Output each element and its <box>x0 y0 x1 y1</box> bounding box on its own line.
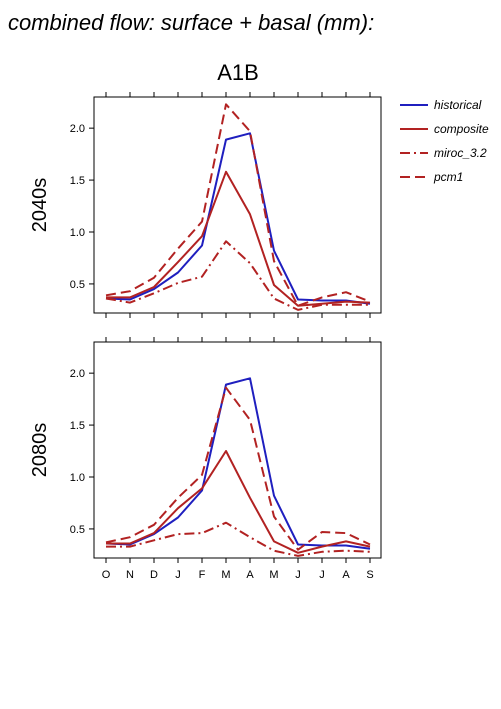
x-tick-label: A <box>246 569 254 581</box>
y-tick-label: 2.0 <box>70 123 85 135</box>
x-tick-label: M <box>269 569 278 581</box>
panel-label: 2080s <box>29 423 51 478</box>
panel-2080s: 2080s 0.5 1.0 1.5 2.0 O N D J F M A M J J A S <box>29 337 382 581</box>
series-line-historical <box>105 132 371 305</box>
x-tick-label: M <box>221 569 230 581</box>
panel-2040s: 2040s 0.5 1.0 1.5 2.0 <box>29 92 382 318</box>
y-tick-label: 1.0 <box>70 227 85 239</box>
legend-label: pcm1 <box>433 170 463 184</box>
y-tick-label: 1.5 <box>70 175 85 187</box>
series-line-pcm1 <box>105 386 371 551</box>
x-tick-label: N <box>126 569 134 581</box>
y-tick-label: 0.5 <box>70 524 85 536</box>
series-line-miroc-3-2 <box>105 240 370 311</box>
plot-frame <box>93 96 382 314</box>
x-tick-label: J <box>319 569 325 581</box>
legend-label: composite <box>434 122 489 136</box>
series-line-composite <box>106 450 371 554</box>
x-tick-label: O <box>102 569 111 581</box>
chart-title: A1B <box>217 60 259 85</box>
y-tick-label: 2.0 <box>70 368 85 380</box>
figure-heading: combined flow: surface + basal (mm): <box>8 10 374 35</box>
series-line-pcm1 <box>105 103 371 307</box>
y-tick-label: 0.5 <box>70 279 85 291</box>
series-line-miroc-3-2 <box>106 521 371 557</box>
x-tick-label: J <box>175 569 181 581</box>
x-tick-label: F <box>199 569 206 581</box>
x-tick-label: J <box>295 569 301 581</box>
y-tick-label: 1.0 <box>70 472 85 484</box>
legend: historical composite miroc_3.2 pcm1 <box>400 98 489 184</box>
x-tick-label: A <box>342 569 350 581</box>
panels: 2040s 0.5 1.0 1.5 2.0 2080s 0.5 1.0 1.5 2.0 O N D J F M… <box>29 92 382 581</box>
series-line-composite <box>106 170 371 307</box>
legend-label: miroc_3.2 <box>434 146 487 160</box>
x-tick-label: S <box>366 569 373 581</box>
legend-label: historical <box>434 98 482 112</box>
plot-frame <box>93 341 382 559</box>
panel-label: 2040s <box>29 178 51 233</box>
x-tick-label: D <box>150 569 158 581</box>
y-tick-label: 1.5 <box>70 420 85 432</box>
